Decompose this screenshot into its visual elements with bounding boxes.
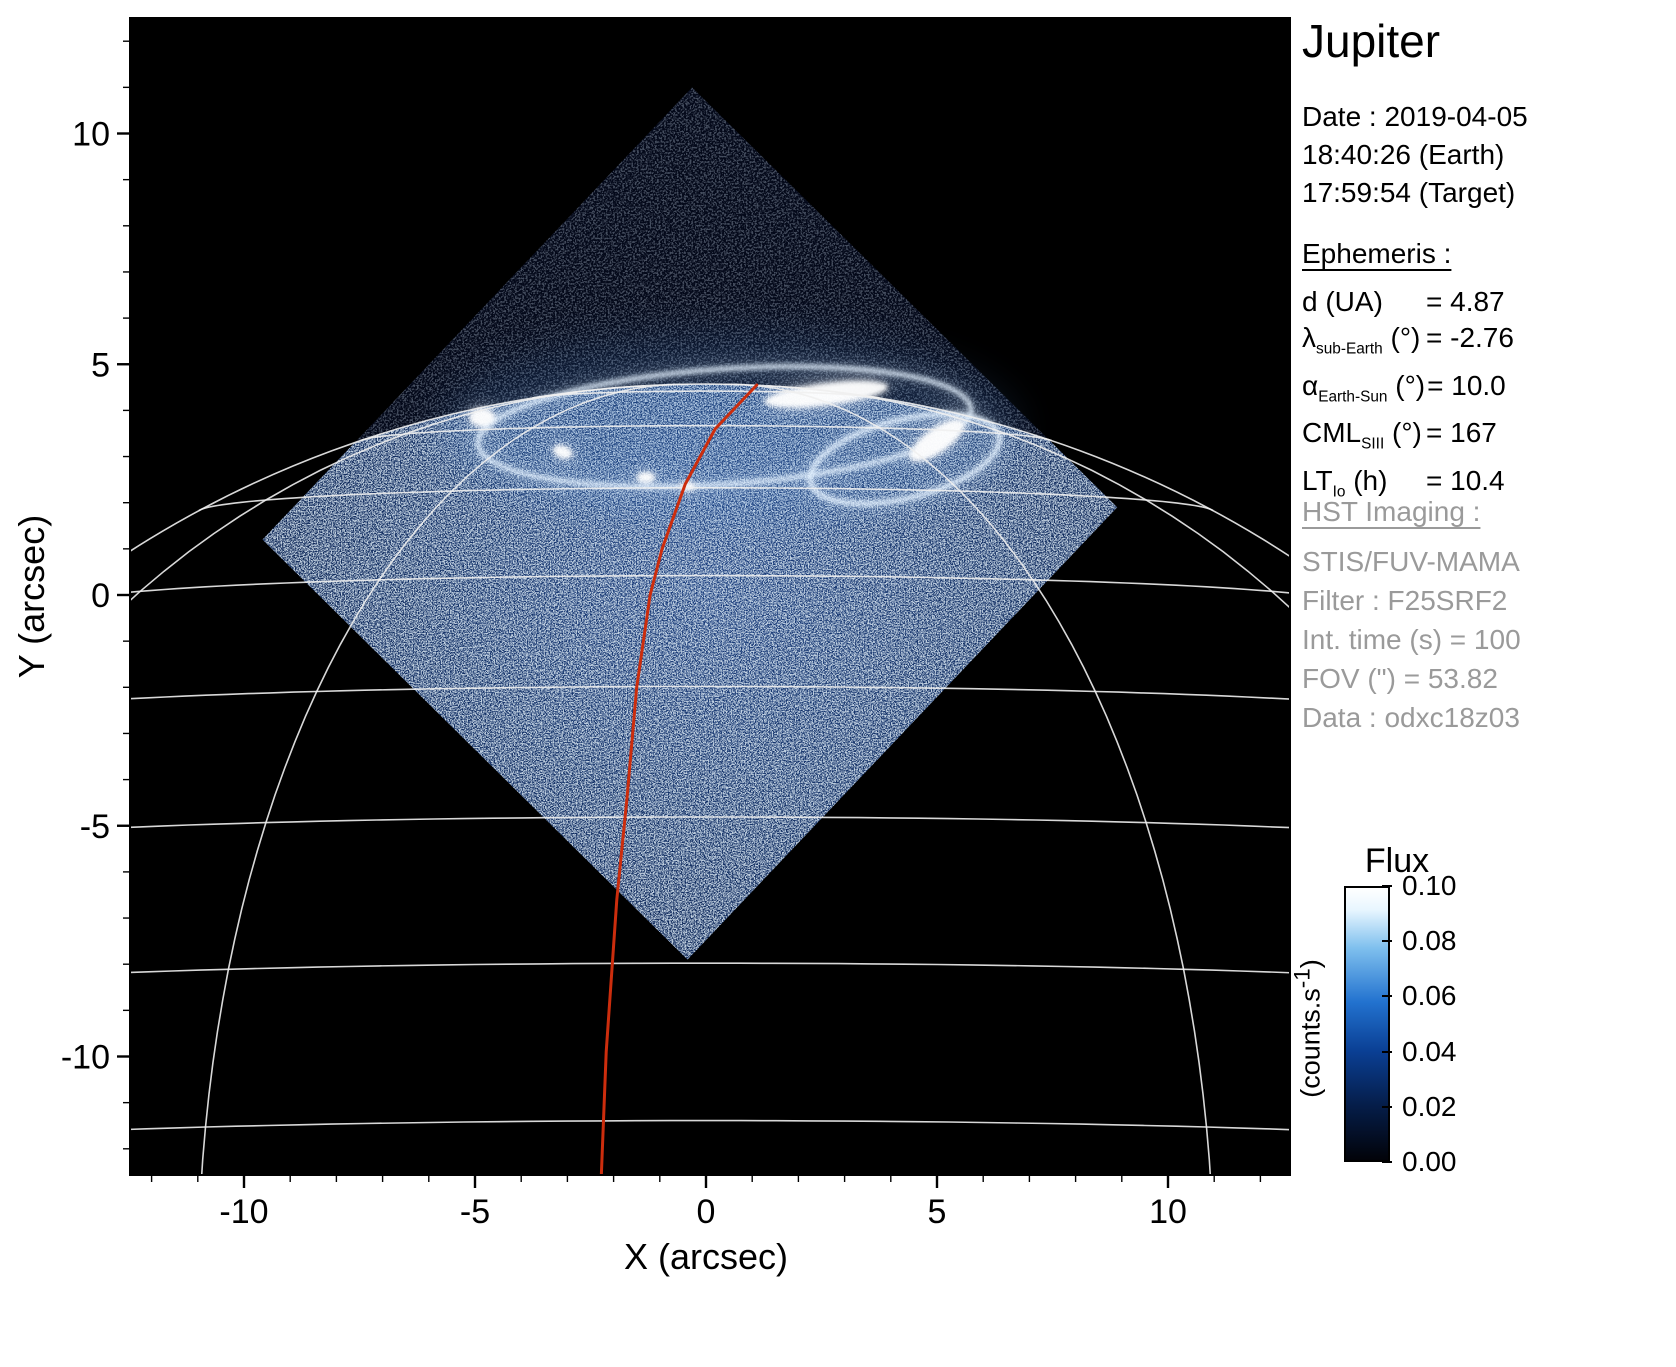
aurora — [439, 333, 1020, 524]
x-tick-label: 0 — [697, 1193, 716, 1231]
page-title: Jupiter — [1302, 15, 1441, 67]
ephemeris-row: αEarth-Sun (°) = 10.0 — [1302, 369, 1506, 406]
colorbar-title: Flux — [1364, 842, 1430, 880]
hst-section: HST Imaging : STIS/FUV-MAMA Filter : F25S… — [1302, 496, 1674, 737]
colorbar-gradient — [1344, 886, 1390, 1162]
plot-canvas: -10 -5 0 5 10 -10 -5 0 5 10 X (arcsec) Y (arcsec) — [0, 17, 1300, 1334]
colorbar-tick-label: 0.04 — [1402, 1035, 1457, 1067]
hst-heading: HST Imaging : — [1302, 496, 1481, 527]
latitude-line — [130, 685, 1290, 700]
latitude-line — [360, 424, 1052, 442]
colorbar-tick-label: 0.06 — [1402, 980, 1457, 1012]
ephemeris-rows: d (UA) = 4.87 λsub-Earth (°) = -2.76 αEarth-… — [1302, 284, 1674, 510]
colorbar-unit-pre: (counts.s — [1295, 988, 1326, 1098]
y-tick-label: -10 — [61, 1039, 110, 1077]
colorbar-unit-post: ) — [1295, 959, 1326, 969]
colorbar-unit-label: (counts.s-1) — [1290, 909, 1327, 1149]
colorbar-tick-label: 0.00 — [1402, 1146, 1457, 1177]
colorbar-tick — [1382, 1161, 1392, 1163]
y-tick-label: -5 — [80, 808, 110, 846]
y-tick-label: 10 — [72, 116, 110, 154]
colorbar-tick — [1382, 995, 1392, 998]
obs-date: Date : 2019-04-05 — [1302, 101, 1528, 132]
x-tick-label: 5 — [928, 1193, 947, 1231]
ephemeris-row: CMLSIII (°) = 167 — [1302, 417, 1497, 453]
info-panel: Jupiter Date : 2019-04-05 18:40:26 (Eart… — [1290, 0, 1676, 1367]
colorbar-tick — [1382, 885, 1392, 887]
plot-frame — [129, 17, 1291, 1176]
colorbar-tick-label: 0.08 — [1402, 925, 1457, 957]
hst-info-line: Int. time (s) = 100 — [1302, 624, 1521, 655]
obs-time-target: 17:59:54 (Target) — [1302, 177, 1516, 208]
ephemeris-row: LTIo (h) = 10.4 — [1302, 464, 1505, 501]
latitude-line — [198, 487, 1214, 512]
hst-info-line: Filter : F25SRF2 — [1302, 585, 1508, 616]
observation-info: Date : 2019-04-05 18:40:26 (Earth) 17:59… — [1302, 98, 1528, 212]
colorbar-tick-label: 0.02 — [1402, 1090, 1457, 1122]
longitude-line — [767, 385, 1290, 609]
longitude-line — [723, 383, 1212, 1175]
y-tick-label: 5 — [91, 346, 110, 384]
longitude-line — [200, 383, 689, 1175]
ephemeris-row: d (UA) = 4.87 — [1302, 286, 1505, 317]
x-tick-label: -10 — [219, 1193, 268, 1231]
latitude-line — [130, 574, 1290, 594]
ephemeris-row: λsub-Earth (°) = -2.76 — [1302, 322, 1514, 358]
hst-info-line: Data : odxc18z03 — [1302, 702, 1520, 733]
ephemeris-section: Ephemeris : d (UA) = 4.87 λsub-Earth (°) = … — [1302, 238, 1674, 510]
hst-info-line: STIS/FUV-MAMA — [1302, 546, 1520, 577]
colorbar-tick-label: 0.10 — [1402, 870, 1457, 901]
x-tick-label: -5 — [460, 1193, 490, 1231]
hst-info-lines: STIS/FUV-MAMA Filter : F25SRF2 Int. time (… — [1302, 542, 1674, 737]
obs-time-earth: 18:40:26 (Earth) — [1302, 139, 1505, 170]
latitude-line — [130, 962, 1290, 974]
latitude-line — [0, 1285, 1300, 1334]
axes: -10 -5 0 5 10 -10 -5 0 5 10 X (arcsec) Y (arcsec) — [11, 40, 1262, 1277]
plot-area: -10 -5 0 5 10 -10 -5 0 5 10 X (arcsec) Y (arcsec) — [0, 17, 1300, 1334]
colorbar-tick — [1382, 1105, 1392, 1108]
x-tick-label: 10 — [1149, 1193, 1187, 1231]
latitude-line — [130, 1119, 1290, 1131]
y-tick-label: 0 — [91, 577, 110, 615]
colorbar-tick — [1382, 1050, 1392, 1053]
hst-info-line: FOV (") = 53.82 — [1302, 663, 1498, 694]
longitude-line — [130, 385, 645, 602]
cml-marker-line — [599, 383, 759, 1175]
colorbar-tick — [1382, 940, 1392, 943]
x-axis-label: X (arcsec) — [624, 1236, 788, 1277]
latitude-line — [130, 816, 1290, 829]
ephemeris-heading: Ephemeris : — [1302, 238, 1452, 269]
colorbar-unit-sup: -1 — [1289, 968, 1315, 989]
planet-limb — [130, 383, 1290, 558]
y-axis-label: Y (arcsec) — [11, 515, 52, 678]
colorbar-widget: Flux (counts.s-1) 0.10 0.08 0.06 0.04 0.02 0.… — [1290, 842, 1676, 1222]
